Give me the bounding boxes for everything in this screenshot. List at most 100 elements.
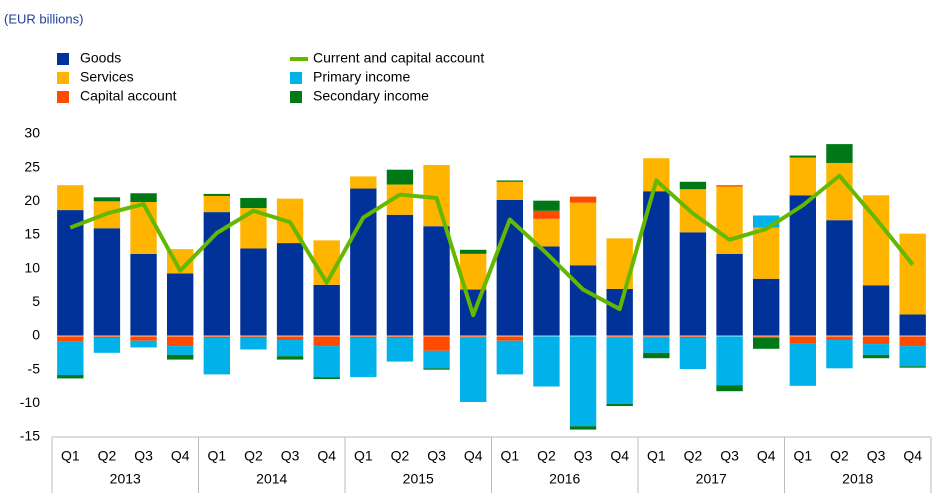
- x-tick-label: Q1: [61, 448, 80, 464]
- bar-segment: [386, 336, 414, 339]
- bar-segment: [643, 337, 670, 353]
- bar-segment: [276, 336, 304, 341]
- chart-subtitle: (EUR billions): [4, 11, 83, 26]
- bar-segment: [203, 195, 230, 213]
- bar-segment: [679, 232, 707, 336]
- legend-swatch: [290, 91, 302, 103]
- bar-segment: [643, 352, 670, 359]
- legend-swatch: [57, 72, 69, 84]
- bar-segment: [130, 340, 157, 348]
- x-tick-label: Q2: [537, 448, 556, 464]
- legend-label: Goods: [80, 50, 121, 66]
- bar-segment: [423, 226, 450, 336]
- bar-segment: [423, 336, 450, 351]
- bar-segment: [496, 336, 523, 341]
- bar-segment: [130, 202, 157, 254]
- bar-segment: [789, 157, 816, 196]
- bar-segment: [862, 336, 890, 345]
- bar-segment: [606, 288, 633, 336]
- bar-segment: [862, 354, 890, 359]
- legend-label: Current and capital account: [313, 50, 484, 66]
- x-tick-label: Q2: [391, 448, 410, 464]
- y-tick-label: -10: [20, 394, 40, 410]
- bar-segment: [643, 336, 670, 338]
- x-tick-label: Q2: [98, 448, 117, 464]
- bar-segment: [57, 185, 84, 211]
- bar-segment: [240, 197, 267, 209]
- bar-segment: [167, 336, 194, 347]
- x-group-label: 2017: [696, 471, 727, 487]
- y-tick-label: 10: [24, 259, 40, 275]
- y-tick-label: 30: [24, 125, 40, 141]
- x-tick-label: Q4: [317, 448, 336, 464]
- bar-segment: [350, 338, 377, 378]
- bar-segment: [203, 338, 230, 375]
- bar-segment: [423, 350, 450, 369]
- legend-label: Capital account: [80, 88, 177, 104]
- bar-segment: [716, 253, 743, 336]
- x-tick-label: Q4: [171, 448, 190, 464]
- legend-label: Services: [80, 69, 134, 85]
- bar-segment: [899, 336, 926, 347]
- x-tick-label: Q1: [354, 448, 373, 464]
- bar-segment: [679, 338, 707, 369]
- bar-segment: [826, 162, 853, 221]
- x-tick-label: Q4: [757, 448, 776, 464]
- bar-segment: [533, 218, 560, 247]
- bar-segment: [569, 202, 597, 266]
- bar-segment: [276, 243, 304, 336]
- x-tick-label: Q3: [427, 448, 446, 464]
- bar-segment: [386, 169, 414, 185]
- x-group-label: 2016: [549, 471, 580, 487]
- x-tick-label: Q4: [610, 448, 629, 464]
- bar-segment: [789, 336, 816, 344]
- bar-segment: [130, 193, 157, 203]
- bar-segment: [716, 186, 743, 254]
- bar-segment: [240, 248, 267, 336]
- bar-segment: [899, 366, 926, 368]
- legend-swatch: [57, 91, 69, 103]
- bar-segment: [93, 197, 121, 202]
- bar-segment: [899, 346, 926, 367]
- bar-segment: [313, 240, 340, 285]
- bar-segment: [130, 336, 157, 341]
- bar-segment: [313, 346, 340, 378]
- bar-segment: [386, 338, 414, 362]
- bar-segment: [203, 336, 230, 339]
- bar-segment: [606, 337, 633, 405]
- bar-segment: [276, 340, 304, 357]
- y-tick-label: 25: [24, 158, 40, 174]
- y-tick-label: -5: [28, 360, 41, 376]
- bar-segment: [679, 336, 707, 339]
- bar-segment: [496, 340, 523, 375]
- x-group-label: 2013: [110, 471, 141, 487]
- x-tick-label: Q3: [867, 448, 886, 464]
- x-group-label: 2014: [256, 471, 287, 487]
- bar-segment: [569, 426, 597, 430]
- bar-segment: [606, 404, 633, 407]
- x-tick-label: Q1: [793, 448, 812, 464]
- bar-segment: [313, 377, 340, 380]
- bar-segment: [57, 375, 84, 379]
- bar-segment: [533, 336, 560, 387]
- bar-segment: [753, 278, 780, 336]
- bar-segment: [789, 195, 816, 336]
- bar-segment: [350, 176, 377, 189]
- bar-segment: [276, 356, 304, 360]
- bar-segment: [716, 185, 743, 187]
- y-tick-label: 20: [24, 192, 40, 208]
- bar-segment: [57, 336, 84, 342]
- bar-segment: [313, 284, 340, 336]
- x-group-label: 2018: [842, 471, 873, 487]
- bar-segment: [826, 336, 853, 341]
- bar-segment: [826, 144, 853, 163]
- bar-segment: [679, 181, 707, 190]
- x-tick-label: Q3: [720, 448, 739, 464]
- bar-segment: [606, 336, 633, 338]
- bar-segment: [57, 341, 84, 376]
- x-tick-label: Q4: [903, 448, 922, 464]
- bar-segment: [93, 338, 121, 353]
- bar-segment: [862, 285, 890, 336]
- bar-segment: [753, 336, 780, 339]
